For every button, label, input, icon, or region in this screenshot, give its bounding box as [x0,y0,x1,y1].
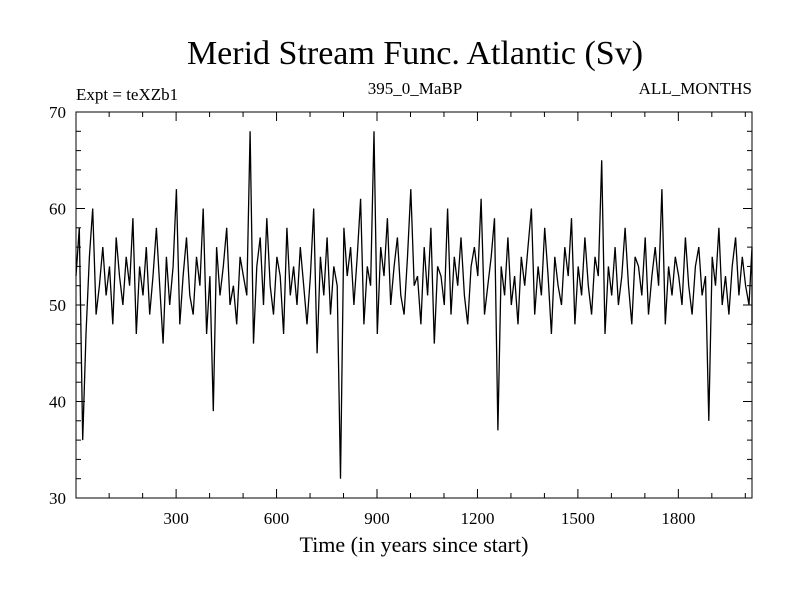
plot-frame [75,111,753,499]
x-tick-label: 300 [163,509,189,528]
series-line [75,131,753,479]
y-tick-label: 50 [49,296,66,315]
chart-title: Merid Stream Func. Atlantic (Sv) [187,35,643,72]
x-tick-label: 600 [264,509,290,528]
period-label: 395_0_MaBP [368,79,462,98]
y-tick-label: 30 [49,489,66,508]
months-label: ALL_MONTHS [639,79,752,98]
experiment-label: Expt = teXZb1 [76,85,178,104]
y-tick-label: 40 [49,393,66,412]
y-tick-label: 60 [49,200,66,219]
x-tick-label: 1200 [460,509,494,528]
x-tick-label: 1800 [661,509,695,528]
y-tick-label: 70 [49,103,66,122]
x-axis-label: Time (in years since start) [300,532,529,557]
x-tick-label: 1500 [561,509,595,528]
x-tick-label: 900 [364,509,390,528]
